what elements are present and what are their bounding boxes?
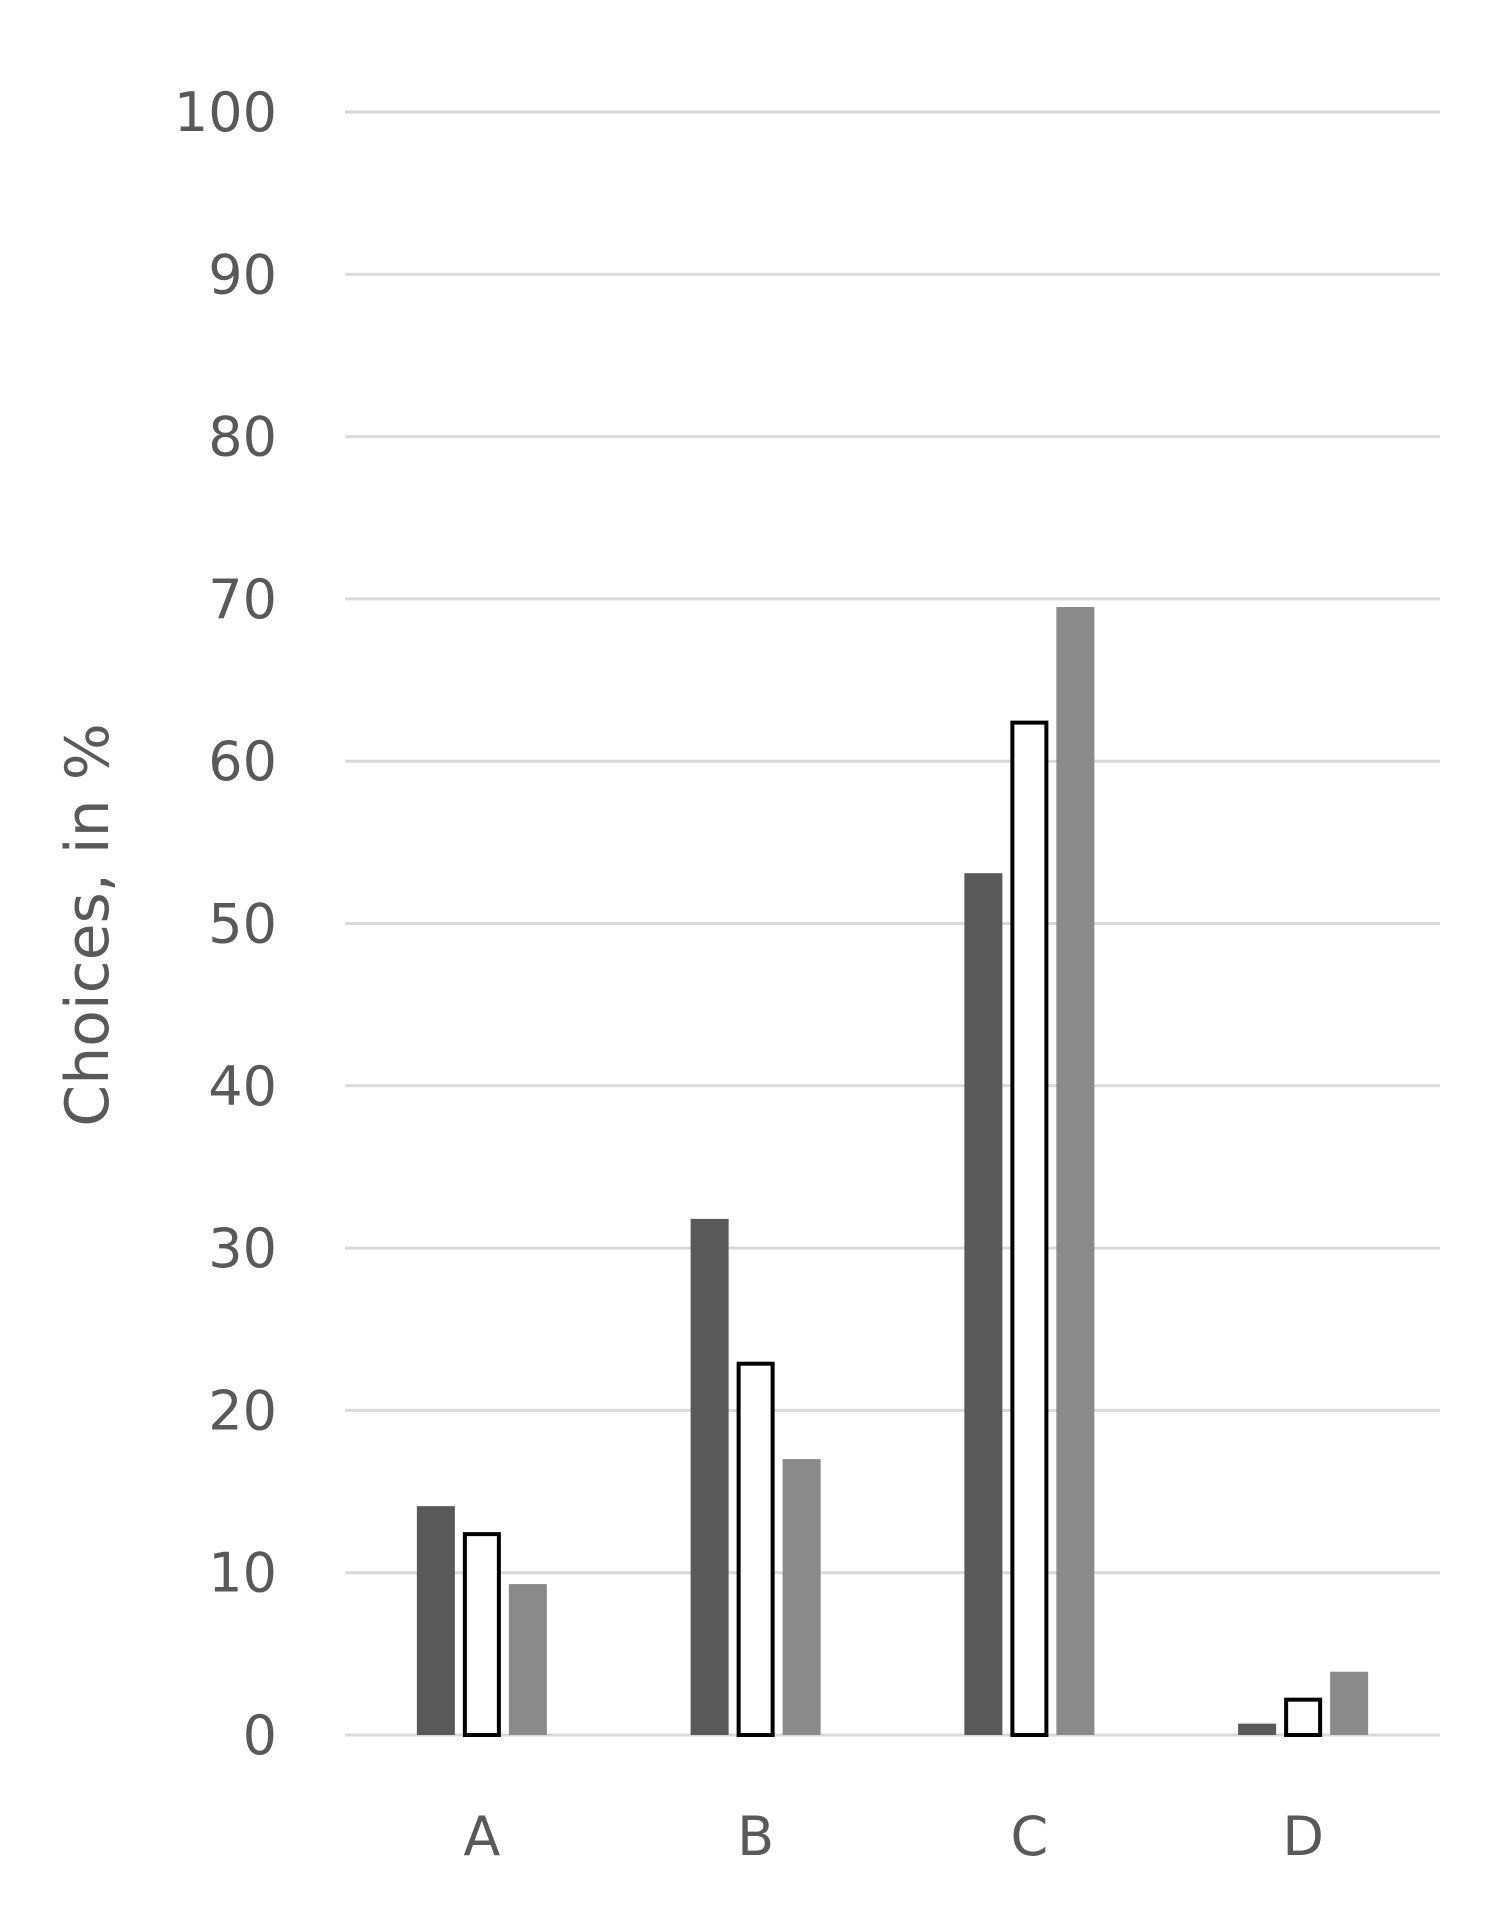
y-tick-label: 90 — [208, 243, 277, 306]
bar-b-series-1 — [690, 1218, 729, 1735]
bar-d-series-3 — [1330, 1671, 1369, 1735]
y-tick-label: 20 — [208, 1379, 277, 1442]
y-tick-label: 100 — [174, 81, 277, 144]
bar-c-series-3 — [1056, 607, 1095, 1735]
x-tick-label: B — [737, 1805, 774, 1868]
x-axis-ticks: A B C D — [463, 1805, 1324, 1868]
bar-b-series-2 — [736, 1361, 775, 1737]
bar-d-series-1 — [1238, 1723, 1277, 1735]
x-tick-label: D — [1282, 1805, 1324, 1868]
bar-a-series-1 — [416, 1506, 455, 1735]
y-axis-label: Choices, in % — [53, 723, 123, 1126]
y-tick-label: 10 — [208, 1542, 277, 1605]
y-tick-label: 40 — [208, 1055, 277, 1118]
x-tick-label: C — [1011, 1805, 1049, 1868]
bar-b-series-3 — [782, 1459, 821, 1735]
bar-a-series-3 — [508, 1584, 547, 1735]
y-tick-label: 30 — [208, 1217, 277, 1280]
bar-c-series-1 — [964, 873, 1003, 1735]
x-tick-label: A — [463, 1805, 500, 1868]
y-tick-label: 0 — [243, 1704, 277, 1767]
y-axis-ticks: 0 10 20 30 40 50 60 70 80 90 100 — [174, 81, 277, 1767]
bar-a-series-2 — [462, 1532, 501, 1737]
bar-c-series-2 — [1010, 720, 1049, 1737]
y-tick-label: 60 — [208, 730, 277, 793]
y-tick-label: 70 — [208, 568, 277, 631]
bar-d-series-2 — [1284, 1697, 1323, 1738]
gridlines — [345, 110, 1440, 1737]
bars — [416, 607, 1369, 1738]
y-tick-label: 50 — [208, 893, 277, 956]
y-tick-label: 80 — [208, 406, 277, 469]
